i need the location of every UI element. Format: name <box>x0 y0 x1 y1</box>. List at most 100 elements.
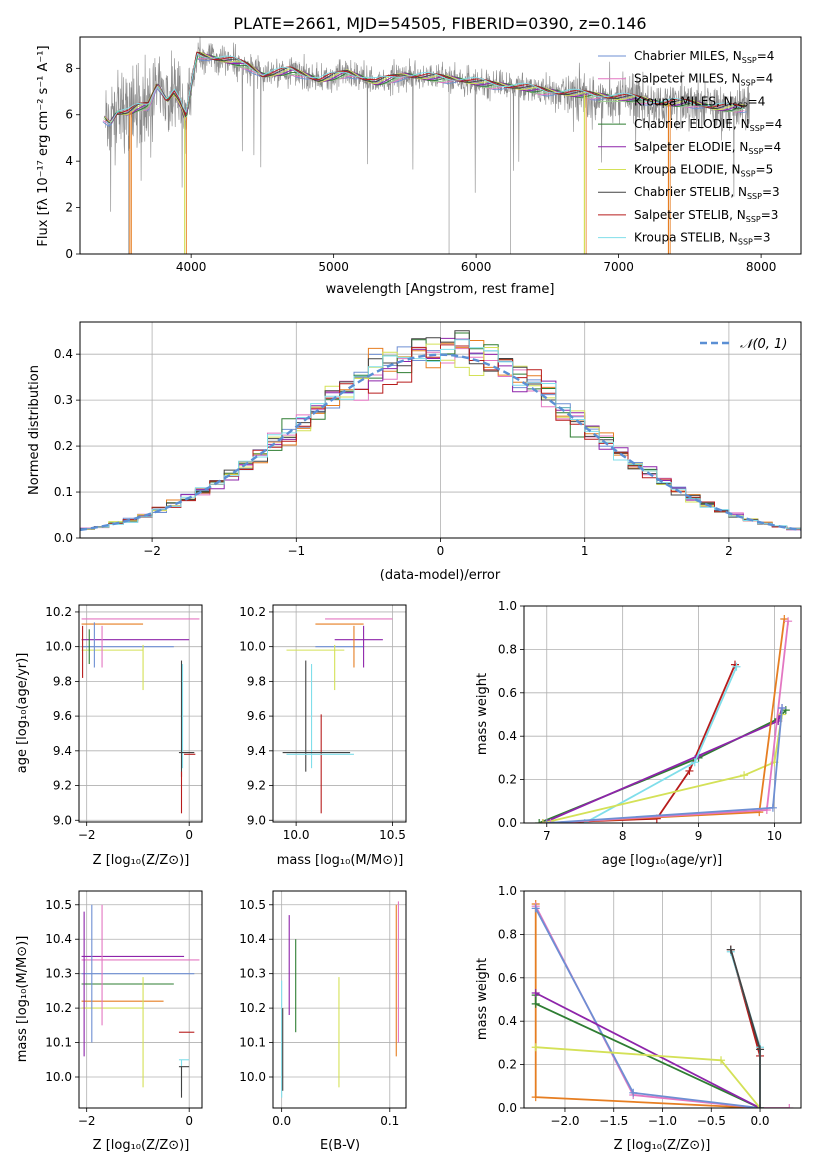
weight-marker <box>531 904 540 913</box>
x-tick-label: 4000 <box>176 260 207 274</box>
plot-area-age-vs-Z <box>79 605 202 822</box>
axes-frame <box>272 890 407 1109</box>
axes-age-vs-Z: −2 0 9.0 9.2 9.4 9.6 9.8 10.0 10.2 <box>45 604 203 842</box>
weight-marker <box>730 660 739 669</box>
x-axis-label: Z [log₁₀(Z/Z⊙)] <box>93 1138 190 1153</box>
normal-curve <box>80 353 801 532</box>
plot-area-weight-vs-Z <box>524 891 801 1108</box>
legend-sub: SSP <box>741 79 756 88</box>
axes-mass-vs-Z: −2 0 10.0 10.1 10.2 10.3 10.4 10.5 <box>45 890 203 1128</box>
axes-frame <box>78 604 203 823</box>
axes-frame <box>523 605 802 824</box>
y-tick-label: 0.8 <box>498 642 517 656</box>
axes-spectrum: 4000 5000 6000 7000 8000 0 2 4 6 8 <box>65 36 802 274</box>
figure-title: PLATE=2661, MJD=54505, FIBERID=0390, z=0… <box>233 14 646 33</box>
legend-label: Kroupa MILES, N <box>634 94 733 108</box>
weight-marker <box>785 1104 794 1108</box>
legend-tail: =3 <box>761 208 779 222</box>
legend-label: Salpeter ELODIE, N <box>634 140 748 154</box>
y-tick-label: 9.2 <box>53 779 72 793</box>
panel-weight-vs-age: 7 8 9 10 0.0 0.2 0.4 0.6 0.8 1.0 age [log₁₀(age/yr… <box>475 599 802 868</box>
x-tick-label: 0 <box>185 828 193 842</box>
legend-label: Kroupa STELIB, N <box>634 231 738 245</box>
weight-marker <box>629 1088 638 1097</box>
legend-sub: SSP <box>750 124 765 133</box>
x-tick-label: −2 <box>143 544 161 558</box>
panel-weight-vs-Z: −2.0 −1.5 −1.0 −0.5 0.0 0.0 0.2 0.4 0.6 0.8 1.0 Z [… <box>475 884 802 1153</box>
weight-series-7 <box>729 951 761 1108</box>
x-tick-label: 10.0 <box>283 828 310 842</box>
legend-entry: Kroupa STELIB, NSSP=3 <box>634 231 771 247</box>
axes-weight-vs-age: 7 8 9 10 0.0 0.2 0.4 0.6 0.8 1.0 <box>498 599 802 843</box>
legend-label: Chabrier STELIB, N <box>634 185 747 199</box>
y-tick-label: 1.0 <box>498 599 517 613</box>
y-tick-label: 10.5 <box>45 898 72 912</box>
y-tick-label: 8 <box>65 61 73 75</box>
x-axis-label: Z [log₁₀(Z/Z⊙)] <box>93 853 190 868</box>
weight-marker <box>685 766 694 775</box>
y-tick-label: 10.4 <box>45 932 72 946</box>
panel-age-vs-Z: −2 0 9.0 9.2 9.4 9.6 9.8 10.0 10.2 Z [log₁₀(Z/Z⊙)… <box>15 604 203 868</box>
y-tick-label: 9.0 <box>247 813 266 827</box>
y-axis-label: mass weight <box>475 958 490 1040</box>
y-tick-label: 10.1 <box>239 1036 266 1050</box>
weight-marker <box>726 945 735 954</box>
x-tick-label: 0.0 <box>272 1114 291 1128</box>
legend-sub: SSP <box>746 215 761 224</box>
panel-mass-vs-ebv: 0.0 0.1 10.0 10.1 10.2 10.3 10.4 10.5 E(B-V) <box>239 890 407 1153</box>
y-tick-label: 10.2 <box>239 605 266 619</box>
x-axis-label: (data-model)/error <box>380 568 501 583</box>
panel-age-vs-mass: 10.0 10.5 9.0 9.2 9.4 9.6 9.8 10.0 10.2 mass [log… <box>239 604 407 868</box>
weight-marker <box>531 988 540 997</box>
y-tick-label: 9.8 <box>53 674 72 688</box>
weight-marker <box>531 999 540 1008</box>
x-axis-label: wavelength [Angstrom, rest frame] <box>326 282 555 297</box>
y-tick-label: 10.0 <box>45 1070 72 1084</box>
weight-marker <box>732 662 741 671</box>
y-tick-label: 10.2 <box>45 605 72 619</box>
x-tick-label: −1.5 <box>599 1114 628 1128</box>
y-tick-label: 0 <box>65 247 73 261</box>
axes-weight-vs-Z: −2.0 −1.5 −1.0 −0.5 0.0 0.0 0.2 0.4 0.6 0.8 1.0 <box>498 884 802 1128</box>
legend-sub: SSP <box>742 56 757 65</box>
weight-marker <box>780 615 789 624</box>
plot-area-age-vs-mass <box>273 605 406 822</box>
weight-marker <box>768 803 777 812</box>
x-tick-label: 0 <box>437 544 445 558</box>
y-tick-label: 10.3 <box>45 967 72 981</box>
weight-series-4 <box>542 714 783 823</box>
x-tick-label: −1 <box>287 544 305 558</box>
plot-area-mass-vs-Z <box>79 891 202 1108</box>
y-tick-label: 0.6 <box>498 971 517 985</box>
x-axis-label: E(B-V) <box>320 1138 360 1153</box>
axes-mass-vs-ebv: 0.0 0.1 10.0 10.1 10.2 10.3 10.4 10.5 <box>239 890 407 1128</box>
y-tick-label: 9.8 <box>247 674 266 688</box>
y-tick-label: 9.4 <box>247 744 266 758</box>
weight-marker <box>535 819 544 823</box>
legend-entry: Kroupa MILES, NSSP=4 <box>634 94 765 110</box>
x-axis-label: age [log₁₀(age/yr)] <box>602 853 723 868</box>
weight-marker <box>717 1056 726 1065</box>
legend-label: Kroupa ELODIE, N <box>634 163 741 177</box>
legend-entry: Salpeter MILES, NSSP=4 <box>634 72 773 88</box>
legend-tail: =4 <box>763 140 781 154</box>
y-tick-label: 10.2 <box>239 1001 266 1015</box>
x-tick-label: 6000 <box>461 260 492 274</box>
weight-series-2 <box>534 907 761 1108</box>
x-tick-label: −2 <box>78 828 96 842</box>
legend-sub: SSP <box>733 101 748 110</box>
y-tick-label: 0.2 <box>498 773 517 787</box>
y-tick-label: 0.3 <box>54 393 73 407</box>
weight-marker <box>740 771 749 780</box>
x-tick-label: −1.0 <box>648 1114 677 1128</box>
grid-weight-vs-age <box>524 606 801 823</box>
plot-area-weight-vs-age <box>524 606 801 823</box>
weight-marker <box>546 819 555 823</box>
y-tick-label: 10.1 <box>45 1036 72 1050</box>
panel-spectrum: 4000 5000 6000 7000 8000 0 2 4 6 8 Chabrier MILES,… <box>36 36 802 297</box>
x-tick-label: 1 <box>581 544 589 558</box>
x-tick-label: 8000 <box>746 260 777 274</box>
legend-label: Chabrier ELODIE, N <box>634 117 750 131</box>
y-tick-label: 0.0 <box>54 531 73 545</box>
